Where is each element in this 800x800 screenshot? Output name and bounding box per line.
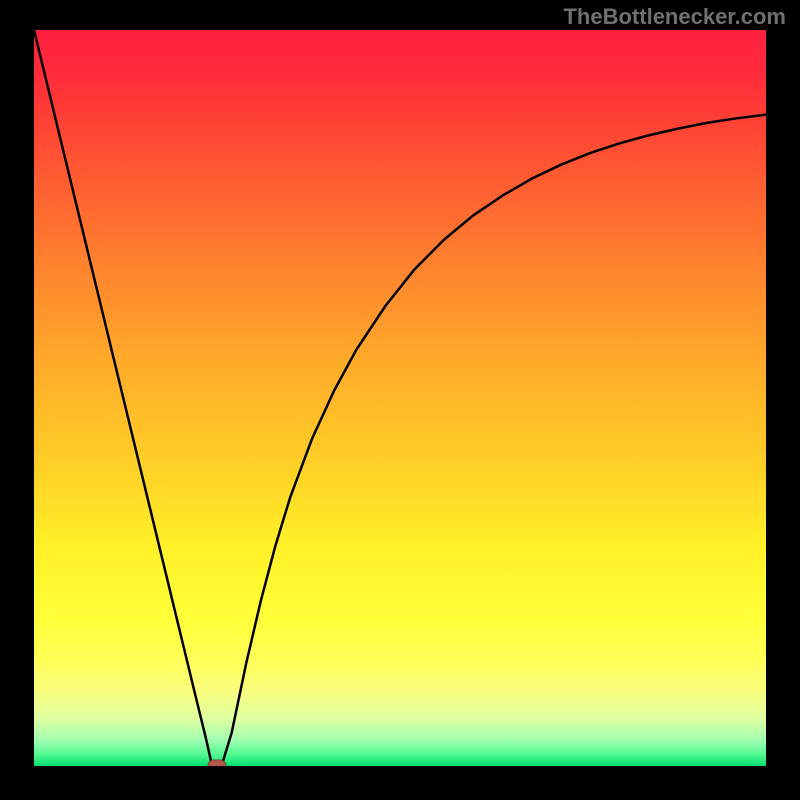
plot-area bbox=[34, 30, 766, 766]
chart-frame: TheBottlenecker.com bbox=[0, 0, 800, 800]
chart-background bbox=[34, 30, 766, 766]
minimum-marker bbox=[208, 760, 226, 766]
bottleneck-chart bbox=[34, 30, 766, 766]
watermark-text: TheBottlenecker.com bbox=[563, 4, 786, 30]
